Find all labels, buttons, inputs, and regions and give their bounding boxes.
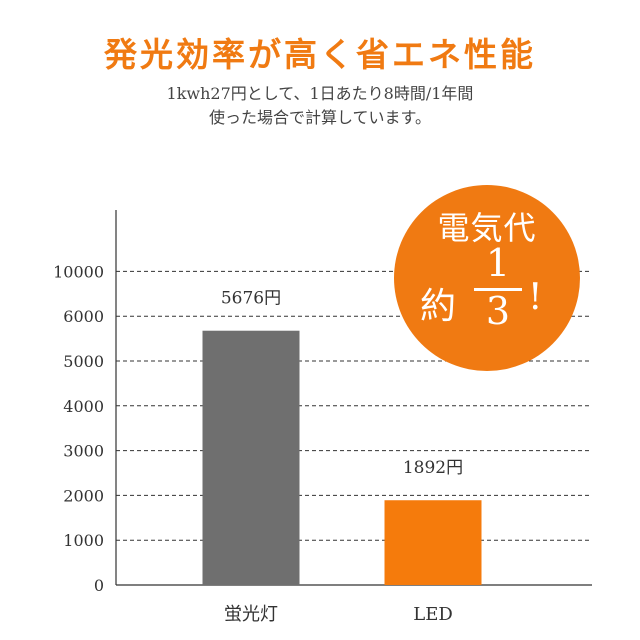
y-tick-label: 4000 (63, 397, 104, 416)
y-tick-label: 1000 (63, 531, 104, 550)
x-category-label: LED (413, 604, 453, 625)
y-tick-label: 5000 (63, 352, 104, 371)
subtitle-line-1: 1kwh27円として、1日あたり8時間/1年間 (166, 84, 474, 103)
headline: 発光効率が高く省エネ性能 (104, 35, 536, 74)
y-tick-label: 3000 (63, 442, 104, 461)
badge-fraction-denominator: 3 (485, 289, 511, 333)
badge-fraction-line (474, 288, 522, 291)
badge-exclamation: ! (528, 277, 543, 318)
data-label: 1892円 (403, 458, 463, 478)
x-category-label: 蛍光灯 (224, 604, 278, 625)
y-tick-label: 2000 (63, 486, 104, 505)
subtitle-line-2: 使った場合で計算しています。 (209, 108, 431, 127)
bar-led (384, 500, 482, 585)
bar-fluorescent (202, 330, 300, 585)
y-tick-label: 0 (94, 576, 104, 595)
badge-approx: 約 (420, 286, 457, 327)
y-tick-label: 6000 (63, 307, 104, 326)
data-label: 5676円 (221, 289, 281, 309)
y-tick-label: 10000 (53, 262, 104, 281)
badge-title: 電気代 (437, 209, 537, 247)
savings-badge: 電気代 約 1 3 ! (394, 185, 580, 371)
badge-fraction-numerator: 1 (485, 241, 511, 285)
